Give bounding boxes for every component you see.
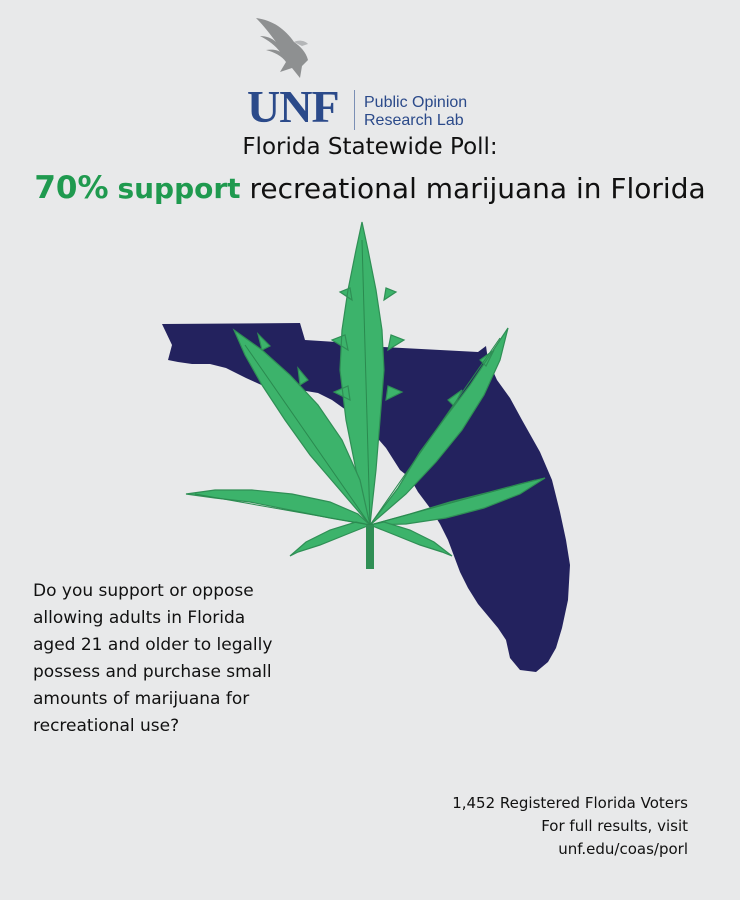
question-line: allowing adults in Florida xyxy=(33,608,246,628)
lab-name: Public Opinion Research Lab xyxy=(364,94,467,130)
question-line: possess and purchase small xyxy=(33,662,272,682)
logo: UNF Public Opinion Research Lab xyxy=(0,14,740,130)
results-cta: For full results, visit xyxy=(541,817,688,835)
map-leaf-graphic xyxy=(162,221,570,672)
poll-subtitle: Florida Statewide Poll: xyxy=(242,134,498,160)
osprey-icon xyxy=(256,18,308,78)
sample-size: 1,452 Registered Florida Voters xyxy=(452,794,688,812)
footer: 1,452 Registered Florida Voters For full… xyxy=(452,792,688,861)
unf-wordmark: UNF xyxy=(247,81,340,132)
leaf-veins xyxy=(194,239,536,526)
question-line: aged 21 and older to legally xyxy=(33,635,273,655)
logo-divider xyxy=(354,90,355,130)
headline: 70% support recreational marijuana in Fl… xyxy=(0,170,740,206)
headline-support: support xyxy=(117,172,241,205)
question-line: Do you support or oppose xyxy=(33,581,254,601)
results-url[interactable]: unf.edu/coas/porl xyxy=(558,840,688,858)
question-line: recreational use? xyxy=(33,716,180,736)
question-line: amounts of marijuana for xyxy=(33,689,250,709)
headline-rest: recreational marijuana in Florida xyxy=(249,172,706,205)
headline-percent: 70% xyxy=(34,170,109,206)
lab-name-line-2: Research Lab xyxy=(364,112,464,129)
poll-question: Do you support or oppose allowing adults… xyxy=(33,578,353,740)
lab-name-line-1: Public Opinion xyxy=(364,94,468,111)
leaf-stem xyxy=(366,525,374,569)
